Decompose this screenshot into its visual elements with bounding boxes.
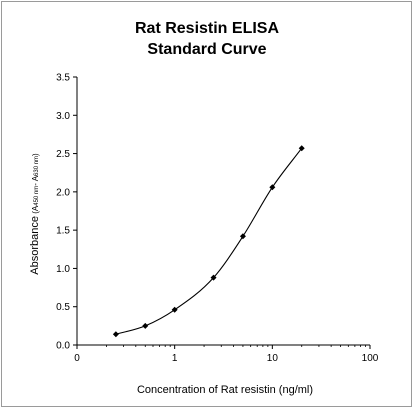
y-tick-label: 2.0 bbox=[56, 187, 70, 198]
chart-title-line-2: Standard Curve bbox=[147, 41, 266, 58]
y-tick-label: 1.5 bbox=[56, 226, 70, 237]
x-tick-label: 0 bbox=[74, 353, 80, 364]
y-tick-label: 3.5 bbox=[56, 73, 70, 84]
data-point bbox=[142, 322, 149, 329]
data-point bbox=[239, 233, 246, 240]
axes: 0.0 0.5 1.0 1.5 2.0 2.5 3.0 3.5 0 1 10 100 bbox=[56, 73, 379, 365]
x-tick-label: 100 bbox=[362, 353, 379, 364]
fitted-curve bbox=[115, 147, 303, 335]
data-point bbox=[171, 306, 178, 313]
data-point bbox=[269, 184, 276, 191]
data-point bbox=[298, 145, 305, 152]
y-tick-label: 2.5 bbox=[56, 149, 70, 160]
curve-line bbox=[115, 147, 303, 335]
x-tick-label: 1 bbox=[172, 353, 178, 364]
y-tick-label: 1.0 bbox=[56, 264, 70, 275]
data-point bbox=[210, 274, 217, 281]
y-tick-label: 0.0 bbox=[56, 341, 70, 352]
y-tick-label: 0.5 bbox=[56, 302, 70, 313]
y-axis-label: Absorbance (A450 nm- A630 nm) bbox=[29, 153, 41, 275]
data-point bbox=[112, 331, 119, 338]
x-tick-label: 10 bbox=[267, 353, 279, 364]
y-tick-label: 3.0 bbox=[56, 111, 70, 122]
chart-title-line-1: Rat Resistin ELISA bbox=[135, 20, 279, 37]
data-points bbox=[112, 145, 305, 338]
x-axis-label: Concentration of Rat resistin (ng/ml) bbox=[137, 384, 313, 396]
